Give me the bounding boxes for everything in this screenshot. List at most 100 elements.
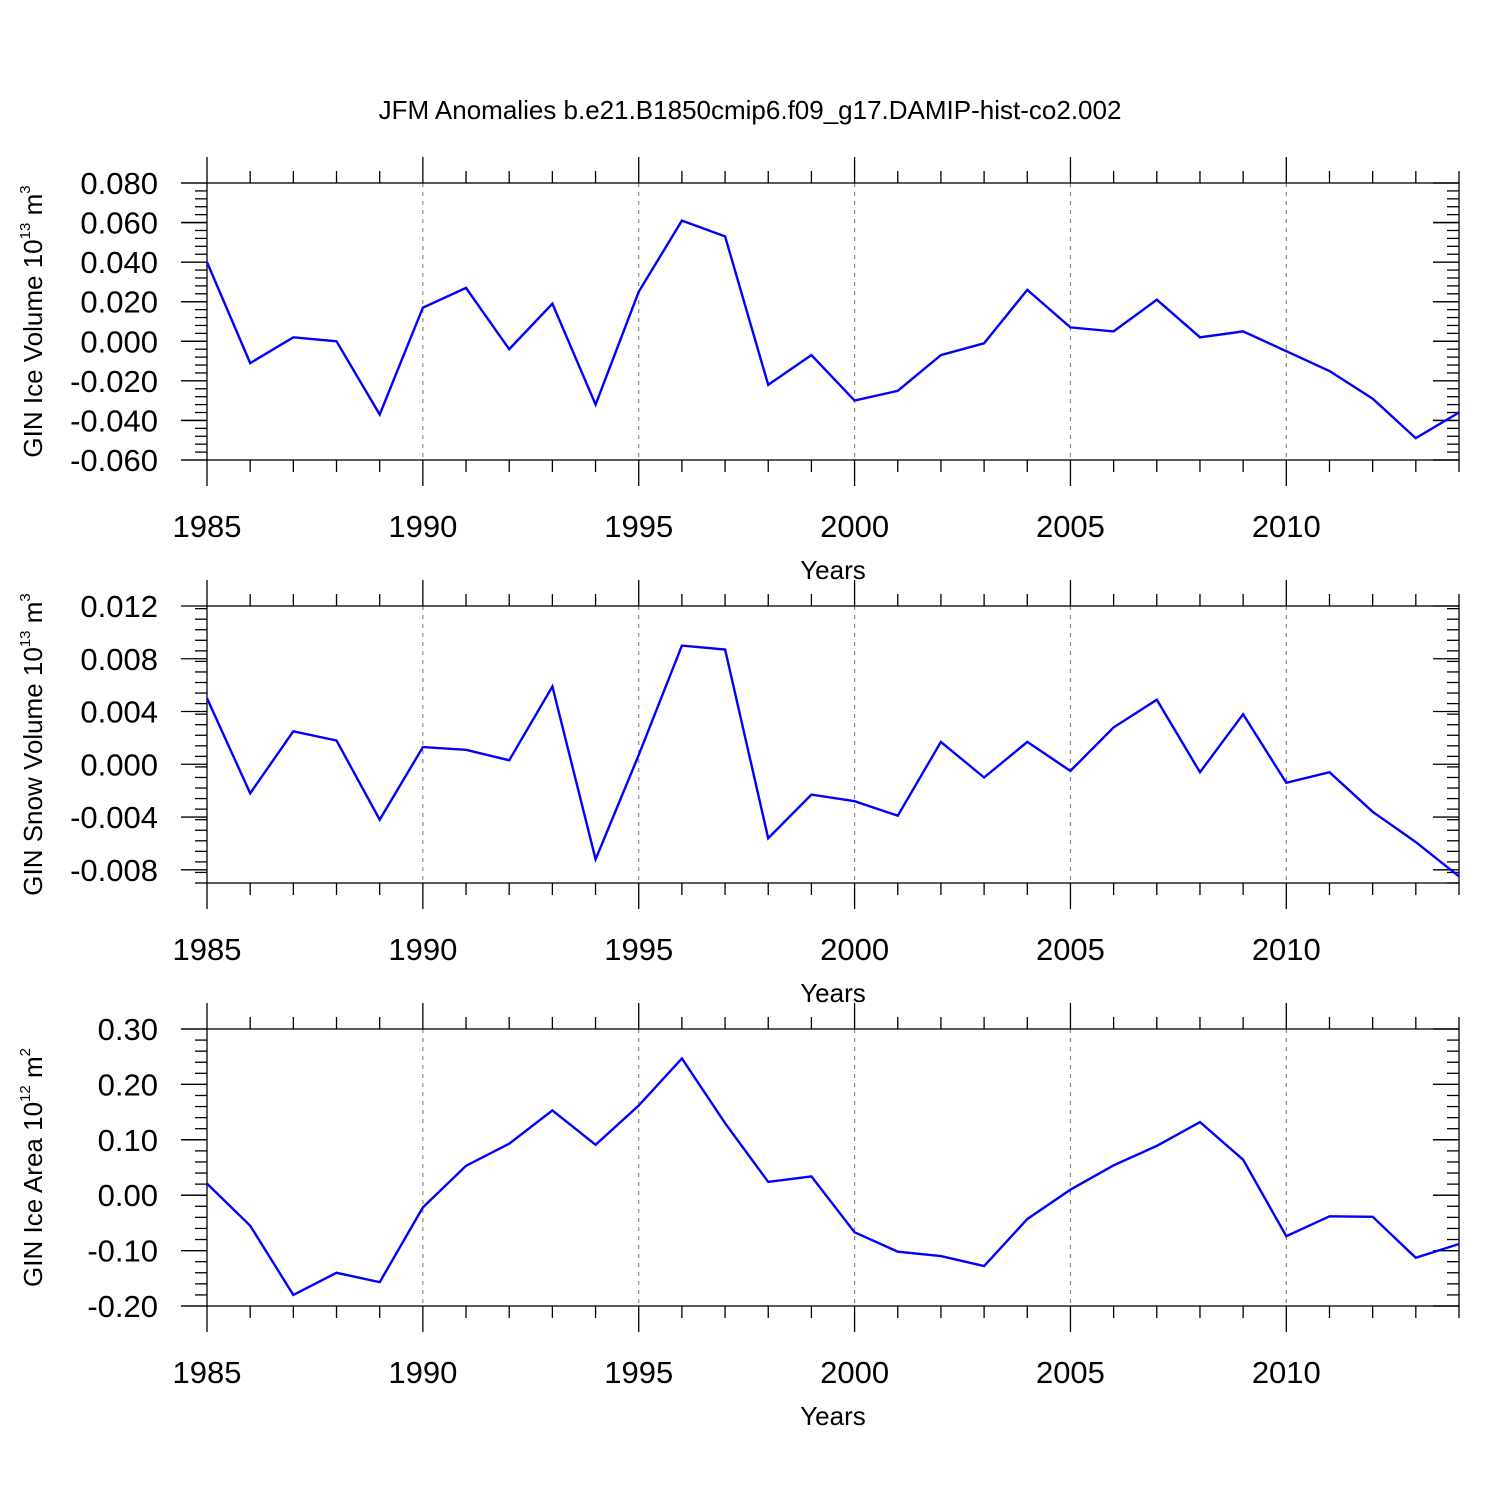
data-point-2005 [1068, 1188, 1072, 1192]
data-point-1994 [594, 857, 598, 861]
data-point-1991 [464, 1164, 468, 1168]
data-point-1993 [550, 684, 554, 688]
y-axis-label-text: m [18, 1056, 48, 1085]
data-point-1994 [594, 1143, 598, 1147]
data-point-2002 [939, 353, 943, 357]
x-tick-label-1995: 1995 [604, 1355, 673, 1390]
chart-title: JFM Anomalies b.e21.B1850cmip6.f09_g17.D… [379, 95, 1122, 125]
data-point-1988 [335, 1271, 339, 1275]
data-point-2009 [1241, 1158, 1245, 1162]
y-tick-label: -0.020 [70, 364, 158, 399]
plot-frame [206, 1028, 1460, 1307]
data-point-2013 [1414, 436, 1418, 440]
data-point-2007 [1155, 698, 1159, 702]
y-tick-label: 0.080 [80, 166, 158, 201]
x-tick-label-1990: 1990 [388, 509, 457, 544]
data-point-2000 [853, 1230, 857, 1234]
data-point-2009 [1241, 329, 1245, 333]
x-tick-label-1990: 1990 [388, 932, 457, 967]
data-point-2005 [1068, 769, 1072, 773]
x-tick-label-1985: 1985 [173, 509, 242, 544]
data-point-1985 [205, 1182, 209, 1186]
data-point-2007 [1155, 298, 1159, 302]
data-point-1996 [680, 644, 684, 648]
y-tick-label: -0.040 [70, 403, 158, 438]
series-line [205, 644, 1460, 878]
data-point-2002 [939, 1254, 943, 1258]
data-point-1991 [464, 748, 468, 752]
y-axis-label-superscript: 2 [17, 1048, 34, 1056]
x-tick-label-1985: 1985 [173, 1355, 242, 1390]
data-point-1997 [723, 648, 727, 652]
y-axis-label-text: GIN Snow Volume 10 [18, 647, 48, 896]
x-tick-label-1995: 1995 [604, 509, 673, 544]
data-point-1985 [205, 696, 209, 700]
y-axis-label-superscript: 12 [17, 1085, 34, 1102]
data-point-1997 [723, 1121, 727, 1125]
y-axis-label-superscript: 3 [17, 593, 34, 601]
y-tick-label: 0.040 [80, 245, 158, 280]
data-point-2010 [1284, 349, 1288, 353]
plot-frame [206, 605, 1460, 884]
data-point-2013 [1414, 1256, 1418, 1260]
y-axis-label-text: GIN Ice Volume 10 [18, 239, 48, 457]
data-point-2006 [1112, 725, 1116, 729]
data-point-2013 [1414, 840, 1418, 844]
data-point-2012 [1371, 810, 1375, 814]
x-tick-label-2005: 2005 [1036, 1355, 1105, 1390]
data-point-2000 [853, 799, 857, 803]
y-axis-label-text: m [18, 602, 48, 631]
data-point-2012 [1371, 397, 1375, 401]
data-point-1988 [335, 339, 339, 343]
data-point-1990 [421, 745, 425, 749]
data-point-2002 [939, 740, 943, 744]
data-point-2014 [1457, 874, 1461, 878]
y-axis-label-text: GIN Ice Area 10 [18, 1102, 48, 1287]
x-tick-label-2005: 2005 [1036, 509, 1105, 544]
data-point-2001 [896, 389, 900, 393]
plot-frame [206, 182, 1460, 461]
y-tick-label: 0.10 [98, 1123, 158, 1158]
y-tick-label: -0.20 [87, 1289, 158, 1324]
y-tick-label: -0.060 [70, 443, 158, 478]
data-point-1986 [248, 1224, 252, 1228]
x-tick-label-1995: 1995 [604, 932, 673, 967]
data-point-2014 [1457, 1242, 1461, 1246]
y-axis-label: GIN Snow Volume 1013 m3 [17, 593, 48, 896]
x-tick-label-2005: 2005 [1036, 932, 1105, 967]
data-point-1996 [680, 219, 684, 223]
y-axis-label-superscript: 13 [17, 630, 34, 647]
data-point-2003 [982, 775, 986, 779]
data-point-1990 [421, 306, 425, 310]
data-point-2010 [1284, 1234, 1288, 1238]
data-point-1992 [507, 758, 511, 762]
y-tick-label: 0.012 [80, 589, 158, 624]
data-point-1995 [637, 290, 641, 294]
data-point-1986 [248, 361, 252, 365]
y-axis-label-text: m [18, 194, 48, 223]
series-line [205, 219, 1460, 440]
x-tick-label-2010: 2010 [1252, 1355, 1321, 1390]
data-point-2000 [853, 399, 857, 403]
data-point-1998 [766, 1180, 770, 1184]
y-tick-label: 0.060 [80, 206, 158, 241]
panel-1: 1985 1990 1995 2000 2005 2010 -0.060 -0.040 -0.0… [17, 157, 1460, 585]
data-point-1999 [809, 1174, 813, 1178]
data-point-1986 [248, 791, 252, 795]
data-point-2007 [1155, 1144, 1159, 1148]
data-point-1985 [205, 260, 209, 264]
data-point-2001 [896, 1250, 900, 1254]
data-point-1996 [680, 1056, 684, 1060]
y-tick-label: 0.000 [80, 747, 158, 782]
data-point-2011 [1327, 1214, 1331, 1218]
data-point-2003 [982, 341, 986, 345]
x-axis-label: Years [800, 1401, 866, 1431]
y-axis-label: GIN Ice Area 1012 m2 [17, 1048, 48, 1287]
x-tick-label-2000: 2000 [820, 932, 889, 967]
y-axis-label-superscript: 3 [17, 185, 34, 193]
data-point-2006 [1112, 1163, 1116, 1167]
data-point-1987 [291, 335, 295, 339]
data-point-1990 [421, 1205, 425, 1209]
y-tick-label: 0.00 [98, 1178, 158, 1213]
